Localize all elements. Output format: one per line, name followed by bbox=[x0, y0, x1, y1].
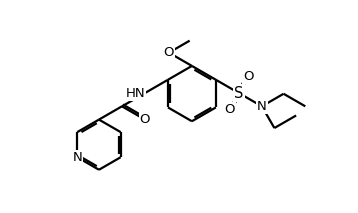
Text: O: O bbox=[164, 46, 174, 59]
Text: HN: HN bbox=[125, 86, 145, 99]
Text: O: O bbox=[243, 70, 254, 83]
Text: N: N bbox=[257, 100, 267, 113]
Text: N: N bbox=[72, 151, 82, 164]
Text: O: O bbox=[224, 103, 234, 116]
Text: O: O bbox=[140, 113, 150, 126]
Text: S: S bbox=[234, 86, 243, 101]
